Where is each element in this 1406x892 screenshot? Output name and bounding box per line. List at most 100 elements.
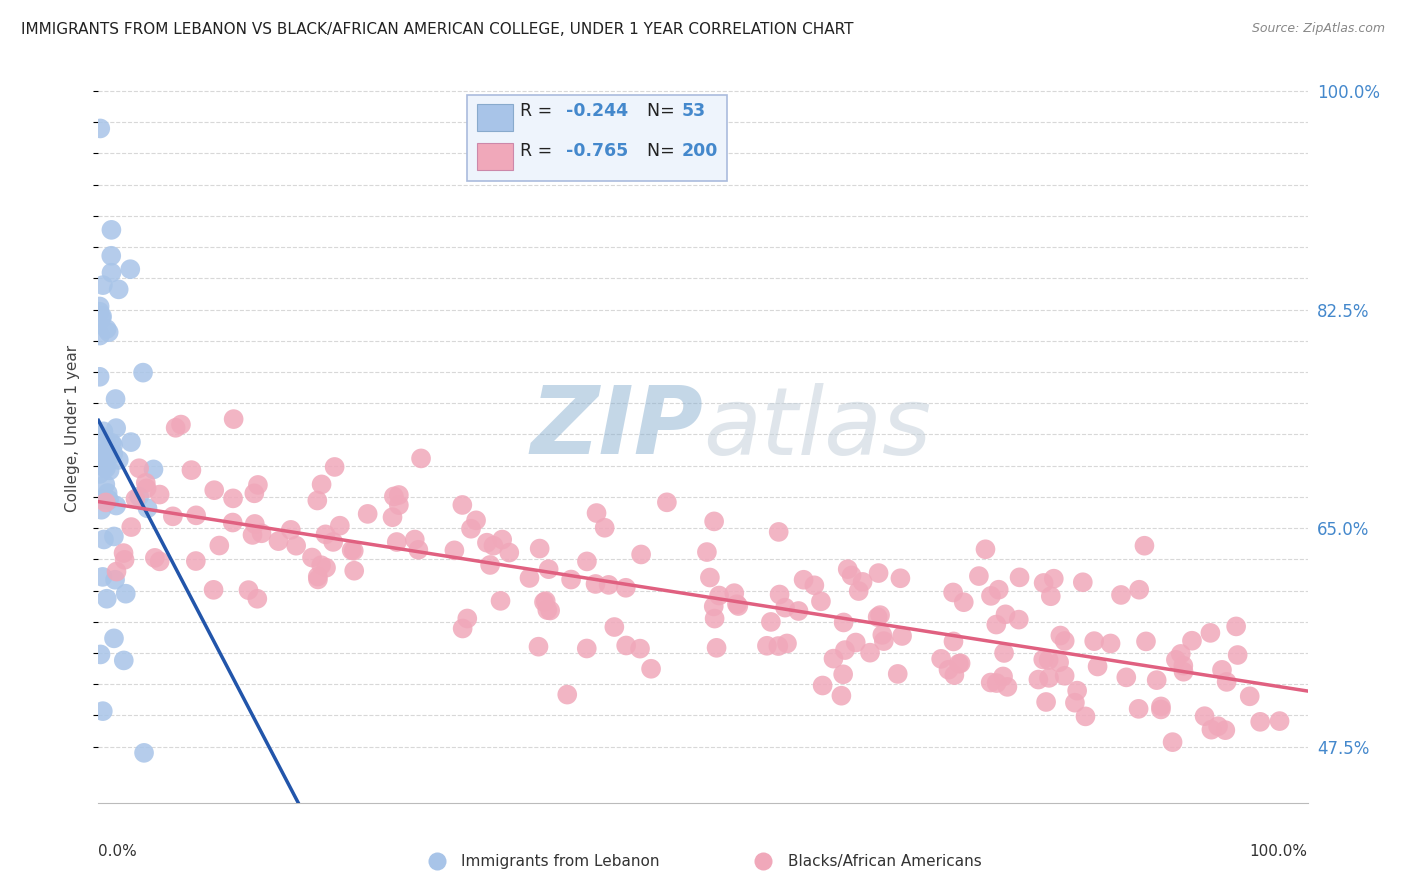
Point: [1071, 575, 1094, 590]
Point: [929, 652, 952, 666]
Point: [94, 434, 117, 449]
Text: N=: N=: [647, 142, 681, 160]
Point: [555, 688, 578, 702]
Point: [323, 459, 346, 474]
Point: [773, 600, 796, 615]
Point: [1047, 655, 1070, 669]
Point: [309, 558, 332, 573]
Point: [315, 560, 337, 574]
Point: [97, 325, 120, 339]
Point: [90, 450, 112, 464]
Text: Immigrants from Lebanon: Immigrants from Lebanon: [461, 854, 659, 869]
Point: [834, 643, 856, 657]
Point: [994, 607, 1017, 622]
Point: [222, 491, 245, 506]
Point: [93, 459, 115, 474]
Point: [640, 662, 662, 676]
Point: [162, 509, 184, 524]
Point: [1008, 613, 1031, 627]
Point: [1028, 673, 1050, 687]
Point: [603, 620, 626, 634]
Point: [699, 570, 721, 584]
Point: [307, 573, 329, 587]
Point: [98, 463, 121, 477]
Point: [628, 641, 651, 656]
Point: [1268, 714, 1291, 728]
Point: [94, 461, 117, 475]
Point: [1035, 695, 1057, 709]
Point: [585, 577, 607, 591]
Bar: [477, 143, 513, 169]
Point: [114, 587, 136, 601]
Point: [96, 591, 118, 606]
Point: [482, 539, 505, 553]
Point: [105, 499, 128, 513]
Point: [222, 412, 245, 426]
Point: [96, 322, 118, 336]
Point: [832, 615, 855, 630]
Point: [307, 569, 329, 583]
Point: [776, 636, 799, 650]
Point: [889, 571, 911, 585]
Point: [136, 501, 159, 516]
Point: [408, 542, 430, 557]
Point: [202, 483, 225, 498]
Point: [872, 628, 894, 642]
Point: [952, 595, 974, 609]
Point: [768, 587, 790, 601]
Point: [993, 646, 1015, 660]
Point: [465, 513, 488, 527]
Point: [107, 282, 129, 296]
Point: [725, 597, 748, 611]
Point: [382, 490, 405, 504]
Point: [89, 328, 111, 343]
Point: [221, 516, 243, 530]
Point: [787, 604, 810, 618]
Text: 200: 200: [682, 142, 717, 160]
Point: [98, 492, 121, 507]
Point: [841, 568, 863, 582]
Text: ZIP: ZIP: [530, 382, 703, 475]
Point: [343, 564, 366, 578]
Point: [1008, 570, 1031, 584]
Point: [120, 435, 142, 450]
Point: [536, 603, 558, 617]
Point: [593, 521, 616, 535]
Point: [811, 679, 834, 693]
Point: [759, 615, 782, 629]
Point: [537, 562, 560, 576]
Point: [866, 610, 889, 624]
Point: [1239, 690, 1261, 704]
Point: [94, 477, 117, 491]
Point: [280, 523, 302, 537]
Point: [91, 570, 114, 584]
Point: [845, 635, 868, 649]
Point: [238, 583, 260, 598]
Point: [91, 309, 114, 323]
Point: [1135, 634, 1157, 648]
Point: [1053, 634, 1076, 648]
Point: [873, 634, 896, 648]
Point: [1074, 709, 1097, 723]
Point: [451, 622, 474, 636]
Point: [322, 535, 344, 549]
Point: [1032, 576, 1054, 591]
Point: [943, 668, 966, 682]
Point: [1225, 619, 1247, 633]
Point: [479, 558, 502, 572]
Point: [1128, 582, 1150, 597]
Point: [388, 498, 411, 512]
Point: [575, 554, 598, 568]
Point: [89, 369, 111, 384]
Point: [89, 304, 111, 318]
Point: [149, 487, 172, 501]
Text: R =: R =: [520, 103, 558, 120]
Point: [89, 447, 111, 461]
Point: [598, 578, 620, 592]
Point: [385, 535, 408, 549]
Point: [202, 582, 225, 597]
Y-axis label: College, Under 1 year: College, Under 1 year: [65, 344, 80, 512]
Point: [89, 467, 111, 481]
Point: [1039, 589, 1062, 603]
Point: [986, 676, 1008, 690]
